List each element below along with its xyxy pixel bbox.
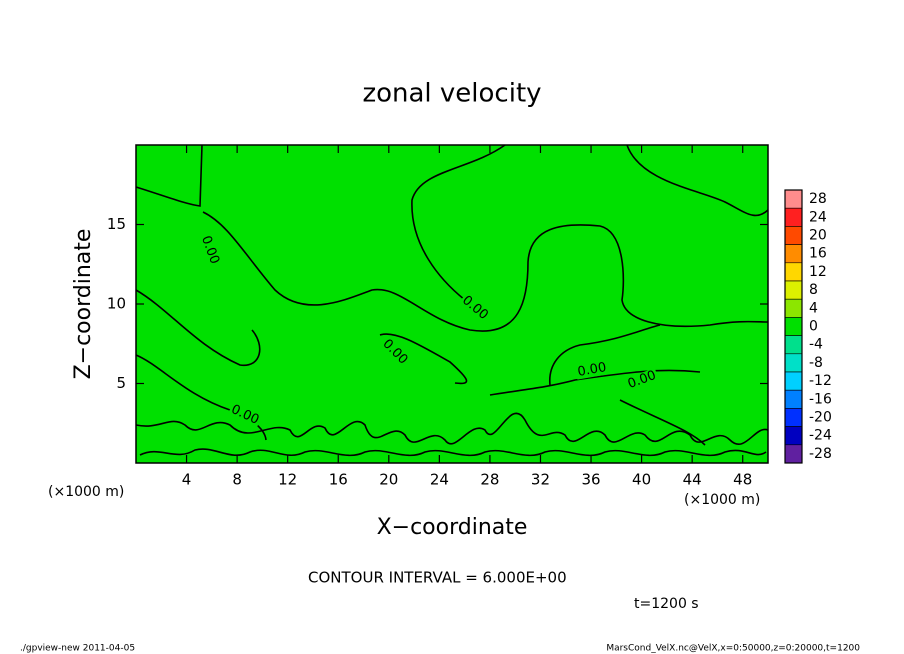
footer-left: ./gpview-new 2011-04-05 [20, 644, 135, 654]
contour-label-bg [624, 367, 660, 393]
x-tick-label: 20 [379, 471, 398, 489]
colorbar-bin [784, 207, 803, 227]
colorbar-bin [784, 226, 803, 245]
colorbar-label: -12 [809, 373, 832, 389]
time-label: t=1200 s [634, 596, 699, 612]
colorbar-label: 16 [809, 246, 827, 262]
colorbar-label: -20 [809, 410, 832, 426]
colorbar-label: 20 [809, 228, 827, 244]
colorbar-bin [784, 371, 803, 391]
colorbar-bin [784, 298, 803, 318]
y-axis-label: Z−coordinate [71, 229, 96, 380]
x-axis-label: X−coordinate [377, 515, 528, 540]
x-tick-label: 36 [581, 471, 600, 489]
x-tick-label: 40 [632, 471, 651, 489]
x-tick-label: 4 [182, 471, 192, 489]
y-unit: (×1000 m) [48, 484, 124, 500]
x-tick-label: 44 [683, 471, 702, 489]
colorbar-label: 24 [809, 209, 827, 225]
chart-title: zonal velocity [362, 79, 541, 109]
contour-lines [135, 144, 769, 457]
x-tick-label: 32 [531, 471, 550, 489]
x-tick-label: 28 [480, 471, 499, 489]
contour-label-bg [197, 232, 223, 268]
colorbar-label: 0 [809, 319, 818, 335]
colorbar-label: -16 [809, 391, 832, 407]
x-tick-label: 16 [329, 471, 348, 489]
x-tick-label: 24 [430, 471, 449, 489]
x-tick-label: 8 [232, 471, 242, 489]
colorbar-label: 8 [809, 282, 818, 298]
colorbar-bin [784, 444, 803, 464]
contour-interval: CONTOUR INTERVAL = 6.000E+00 [308, 569, 567, 587]
colorbar-bin [784, 280, 803, 300]
colorbar-bin [784, 244, 803, 264]
y-tick-label: 10 [107, 295, 126, 313]
x-tick-label: 12 [278, 471, 297, 489]
colorbar-bin [784, 189, 803, 209]
colorbar-label: -4 [809, 337, 823, 353]
contour-label-bg [227, 401, 263, 429]
y-tick-label: 5 [116, 374, 126, 392]
colorbar-bin [784, 317, 803, 336]
x-unit: (×1000 m) [684, 492, 760, 508]
colorbar-frame [784, 189, 803, 464]
footer-right: MarsCond_VelX.nc@VelX,x=0:50000,z=0:2000… [606, 644, 860, 654]
colorbar-bin [784, 335, 803, 355]
colorbar-bin [784, 426, 803, 446]
colorbar-bin [784, 353, 803, 373]
x-tick-label: 48 [733, 471, 752, 489]
y-tick-label: 15 [107, 215, 126, 233]
colorbar-bin [784, 389, 803, 409]
contour-label-bg [575, 360, 609, 380]
contour-label: 0.00 [576, 360, 607, 380]
colorbar-label: 12 [809, 264, 827, 280]
colorbar-label: 4 [809, 300, 818, 316]
colorbar-label: -24 [809, 428, 832, 444]
colorbar-label: 28 [809, 191, 827, 207]
colorbar-bin [784, 408, 803, 427]
colorbar-label: -8 [809, 355, 823, 371]
colorbar-bin [784, 262, 803, 282]
contour-label-bg [458, 292, 492, 324]
colorbar-label: -28 [809, 446, 832, 462]
contour-label-bg [378, 335, 412, 369]
